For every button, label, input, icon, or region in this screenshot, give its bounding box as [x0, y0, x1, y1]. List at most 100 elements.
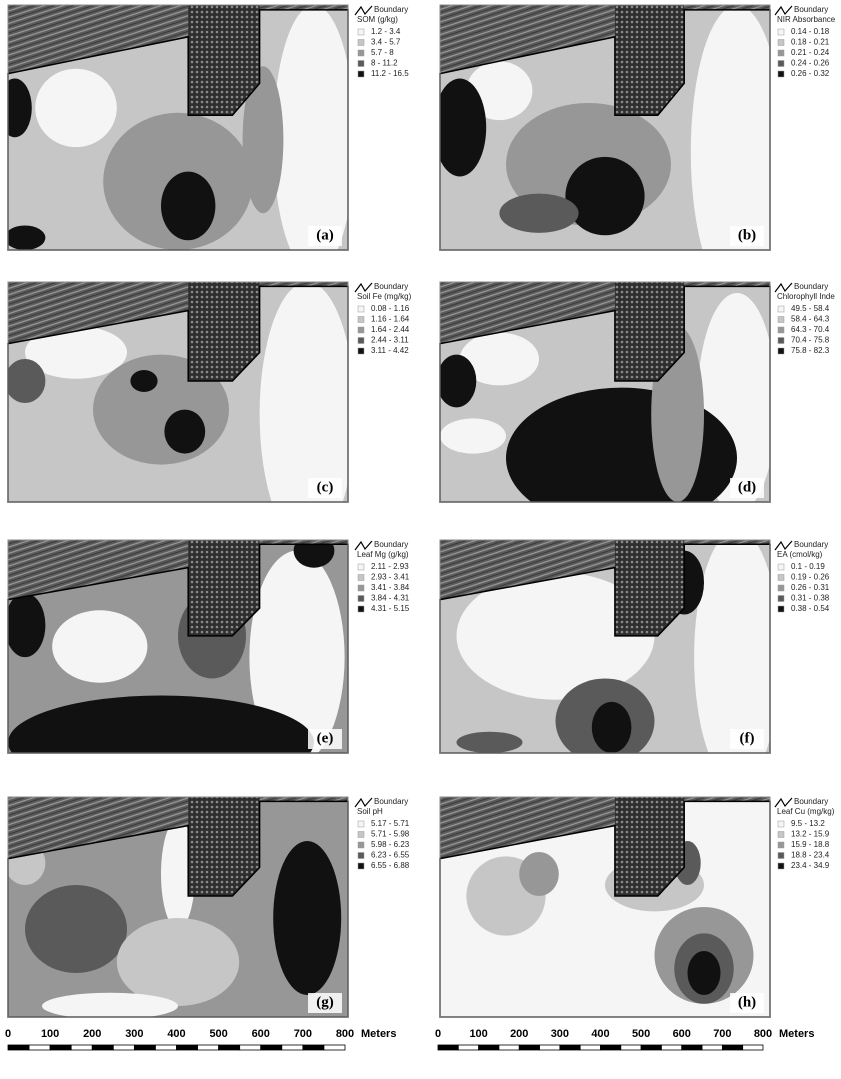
- legend-swatch: [358, 564, 364, 570]
- scale-segment: [219, 1045, 240, 1050]
- panel-label: (a): [316, 227, 334, 243]
- legend-swatch: [358, 832, 364, 838]
- scale-segment: [134, 1045, 155, 1050]
- scale-segment: [580, 1045, 600, 1050]
- legend-swatch: [358, 863, 364, 869]
- panel-label: (e): [317, 730, 334, 746]
- legend-class: 23.4 - 34.9: [791, 861, 830, 870]
- boundary-icon: [775, 798, 792, 807]
- scale-segment: [261, 1045, 282, 1050]
- legend-swatch: [358, 29, 364, 35]
- scale-tick-label: 200: [510, 1028, 528, 1040]
- class-zone: [8, 695, 314, 789]
- legend-class: 2.44 - 3.11: [371, 336, 409, 345]
- legend-class: 0.18 - 0.21: [791, 38, 830, 47]
- boundary-icon: [355, 6, 372, 15]
- scale-segment: [682, 1045, 702, 1050]
- legend-class: 3.11 - 4.42: [371, 346, 409, 355]
- class-zone: [499, 194, 578, 233]
- map-panel: (c)BoundarySoil Fe (mg/kg)0.08 - 1.161.1…: [5, 282, 412, 546]
- legend-swatch: [358, 575, 364, 581]
- legend-class: 0.26 - 0.31: [791, 583, 830, 592]
- panel-label: (h): [738, 994, 756, 1010]
- scale-segment: [29, 1045, 50, 1050]
- legend-class: 0.24 - 0.26: [791, 59, 830, 68]
- class-zone: [130, 370, 157, 392]
- legend-class: 0.14 - 0.18: [791, 27, 830, 36]
- legend-class: 1.16 - 1.64: [371, 315, 410, 324]
- scale-tick-label: 0: [435, 1028, 441, 1040]
- legend-class: 11.2 - 16.5: [371, 69, 409, 78]
- panel-label: (c): [317, 479, 334, 495]
- scale-tick-label: 800: [754, 1028, 772, 1040]
- legend-class: 5.17 - 5.71: [371, 819, 410, 828]
- legend-swatch: [778, 596, 784, 602]
- scale-tick-label: 300: [125, 1028, 143, 1040]
- scale-segment: [71, 1045, 92, 1050]
- legend-class: 0.38 - 0.54: [791, 604, 830, 613]
- legend-swatch: [778, 575, 784, 581]
- boundary-icon: [355, 283, 372, 292]
- legend-class: 6.55 - 6.88: [371, 861, 410, 870]
- legend-swatch: [778, 585, 784, 591]
- legend-title: Soil Fe (mg/kg): [357, 292, 412, 301]
- legend-title: Leaf Mg (g/kg): [357, 550, 409, 559]
- legend-swatch: [778, 348, 784, 354]
- class-zone: [5, 593, 46, 657]
- scale-unit: Meters: [779, 1028, 814, 1040]
- class-zone: [42, 993, 178, 1019]
- legend-swatch: [778, 338, 784, 344]
- scale-segment: [722, 1045, 742, 1050]
- class-zone: [437, 355, 477, 408]
- legend-class: 70.4 - 75.8: [791, 336, 830, 345]
- legend-title: SOM (g/kg): [357, 15, 398, 24]
- legend-swatch: [358, 40, 364, 46]
- legend-class: 8 - 11.2: [371, 59, 398, 68]
- legend-class: 2.11 - 2.93: [371, 562, 409, 571]
- legend-class: 3.84 - 4.31: [371, 594, 410, 603]
- legend-class: 1.2 - 3.4: [371, 27, 401, 36]
- map-panel: (f)BoundaryEA (cmol/kg)0.1 - 0.190.19 - …: [440, 529, 830, 785]
- legend-swatch: [358, 821, 364, 827]
- scale-segment: [303, 1045, 324, 1050]
- legend-swatch: [778, 842, 784, 848]
- scale-segment: [743, 1045, 763, 1050]
- legend-class: 0.31 - 0.38: [791, 594, 830, 603]
- legend-class: 4.31 - 5.15: [371, 604, 410, 613]
- legend-boundary: Boundary: [794, 540, 828, 549]
- legend-swatch: [778, 821, 784, 827]
- class-zone: [35, 69, 117, 147]
- scale-segment: [282, 1045, 303, 1050]
- class-zone: [164, 410, 205, 454]
- panel-label: (d): [738, 479, 756, 495]
- legend-boundary: Boundary: [794, 282, 828, 291]
- scale-tick-label: 100: [41, 1028, 59, 1040]
- boundary-icon: [775, 6, 792, 15]
- boundary-icon: [355, 541, 372, 550]
- legend-title: EA (cmol/kg): [777, 550, 823, 559]
- scale-tick-label: 500: [209, 1028, 227, 1040]
- legend-boundary: Boundary: [794, 5, 828, 14]
- legend-class: 6.23 - 6.55: [371, 851, 410, 860]
- class-zone: [273, 841, 341, 995]
- legend-class: 0.21 - 0.24: [791, 48, 830, 57]
- legend-class: 75.8 - 82.3: [791, 346, 830, 355]
- legend-swatch: [778, 863, 784, 869]
- map-panel: (a)BoundarySOM (g/kg)1.2 - 3.43.4 - 5.75…: [0, 5, 409, 275]
- legend-swatch: [358, 842, 364, 848]
- scale-segment: [621, 1045, 641, 1050]
- legend-swatch: [358, 61, 364, 67]
- legend-class: 64.3 - 70.4: [791, 325, 830, 334]
- scale-segment: [198, 1045, 219, 1050]
- legend-class: 0.26 - 0.32: [791, 69, 830, 78]
- scale-segment: [641, 1045, 661, 1050]
- scale-segment: [113, 1045, 134, 1050]
- class-zone: [117, 918, 239, 1006]
- class-zone: [5, 226, 46, 251]
- legend-swatch: [778, 564, 784, 570]
- legend-swatch: [778, 832, 784, 838]
- scale-segment: [8, 1045, 29, 1050]
- legend-title: NIR Absorbance: [777, 15, 836, 24]
- class-zone: [433, 79, 486, 177]
